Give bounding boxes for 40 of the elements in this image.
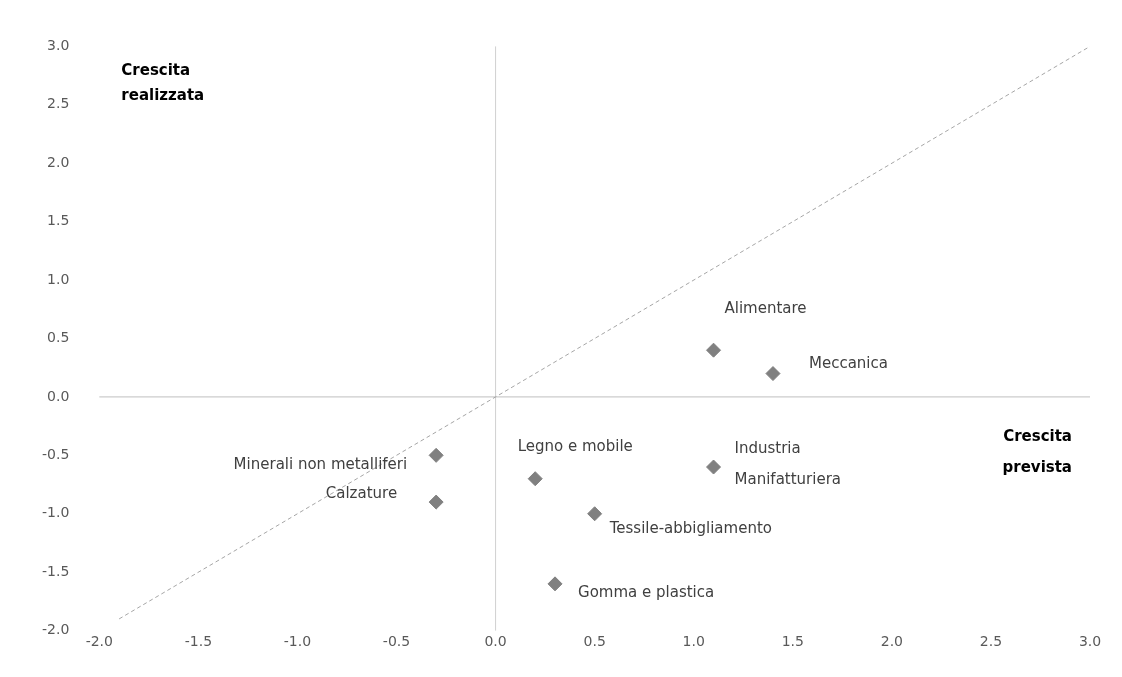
x-tick-label: -1.0 bbox=[283, 632, 312, 649]
y-tick-label: -2.0 bbox=[41, 621, 70, 638]
y-tick-label: 0.5 bbox=[47, 329, 70, 346]
y-tick-label: -1.5 bbox=[41, 562, 70, 579]
annotation: Minerali non metalliferi bbox=[233, 455, 408, 474]
x-tick-label: 1.5 bbox=[781, 632, 804, 649]
y-tick-label: -0.5 bbox=[41, 445, 70, 462]
y-tick-label: 0.0 bbox=[47, 387, 70, 404]
point bbox=[428, 447, 444, 463]
point bbox=[547, 576, 563, 592]
y-tick-label: -1.0 bbox=[41, 504, 70, 521]
y-tick-label: 1.0 bbox=[47, 270, 70, 287]
point bbox=[706, 459, 722, 475]
annotation: Tessile-abbigliamento bbox=[608, 518, 772, 537]
annotation: Alimentare bbox=[724, 299, 807, 318]
x-axis-title: Crescita prevista bbox=[1002, 426, 1072, 476]
y-tick-label: 1.5 bbox=[47, 212, 70, 229]
point bbox=[587, 506, 603, 522]
annotation: Meccanica bbox=[808, 354, 888, 373]
point bbox=[706, 342, 722, 358]
y-tick-label: 3.0 bbox=[47, 37, 70, 54]
x-tick-label: 2.0 bbox=[880, 632, 903, 649]
y-axis-title: Crescita realizzata bbox=[121, 61, 205, 105]
annotation: Industria Manifatturiera bbox=[734, 438, 842, 488]
annotation: Calzature bbox=[325, 483, 398, 502]
x-tick-label: 2.5 bbox=[979, 632, 1003, 649]
x-tick-label: 3.0 bbox=[1078, 632, 1102, 649]
point bbox=[527, 471, 543, 487]
x-tick-label: -1.5 bbox=[184, 632, 213, 649]
point bbox=[765, 366, 781, 382]
annotation: Gomma e plastica bbox=[578, 582, 715, 601]
x-tick-label: 0.0 bbox=[484, 632, 507, 649]
x-tick-label: 0.5 bbox=[583, 632, 606, 649]
annotation: Legno e mobile bbox=[517, 436, 633, 455]
point bbox=[428, 494, 444, 510]
x-tick-label: 1.0 bbox=[682, 632, 705, 649]
x-tick-label: -2.0 bbox=[85, 632, 113, 649]
x-tick-label: -0.5 bbox=[382, 632, 411, 649]
y-tick-label: 2.0 bbox=[47, 153, 70, 170]
y-tick-label: 2.5 bbox=[47, 95, 70, 112]
